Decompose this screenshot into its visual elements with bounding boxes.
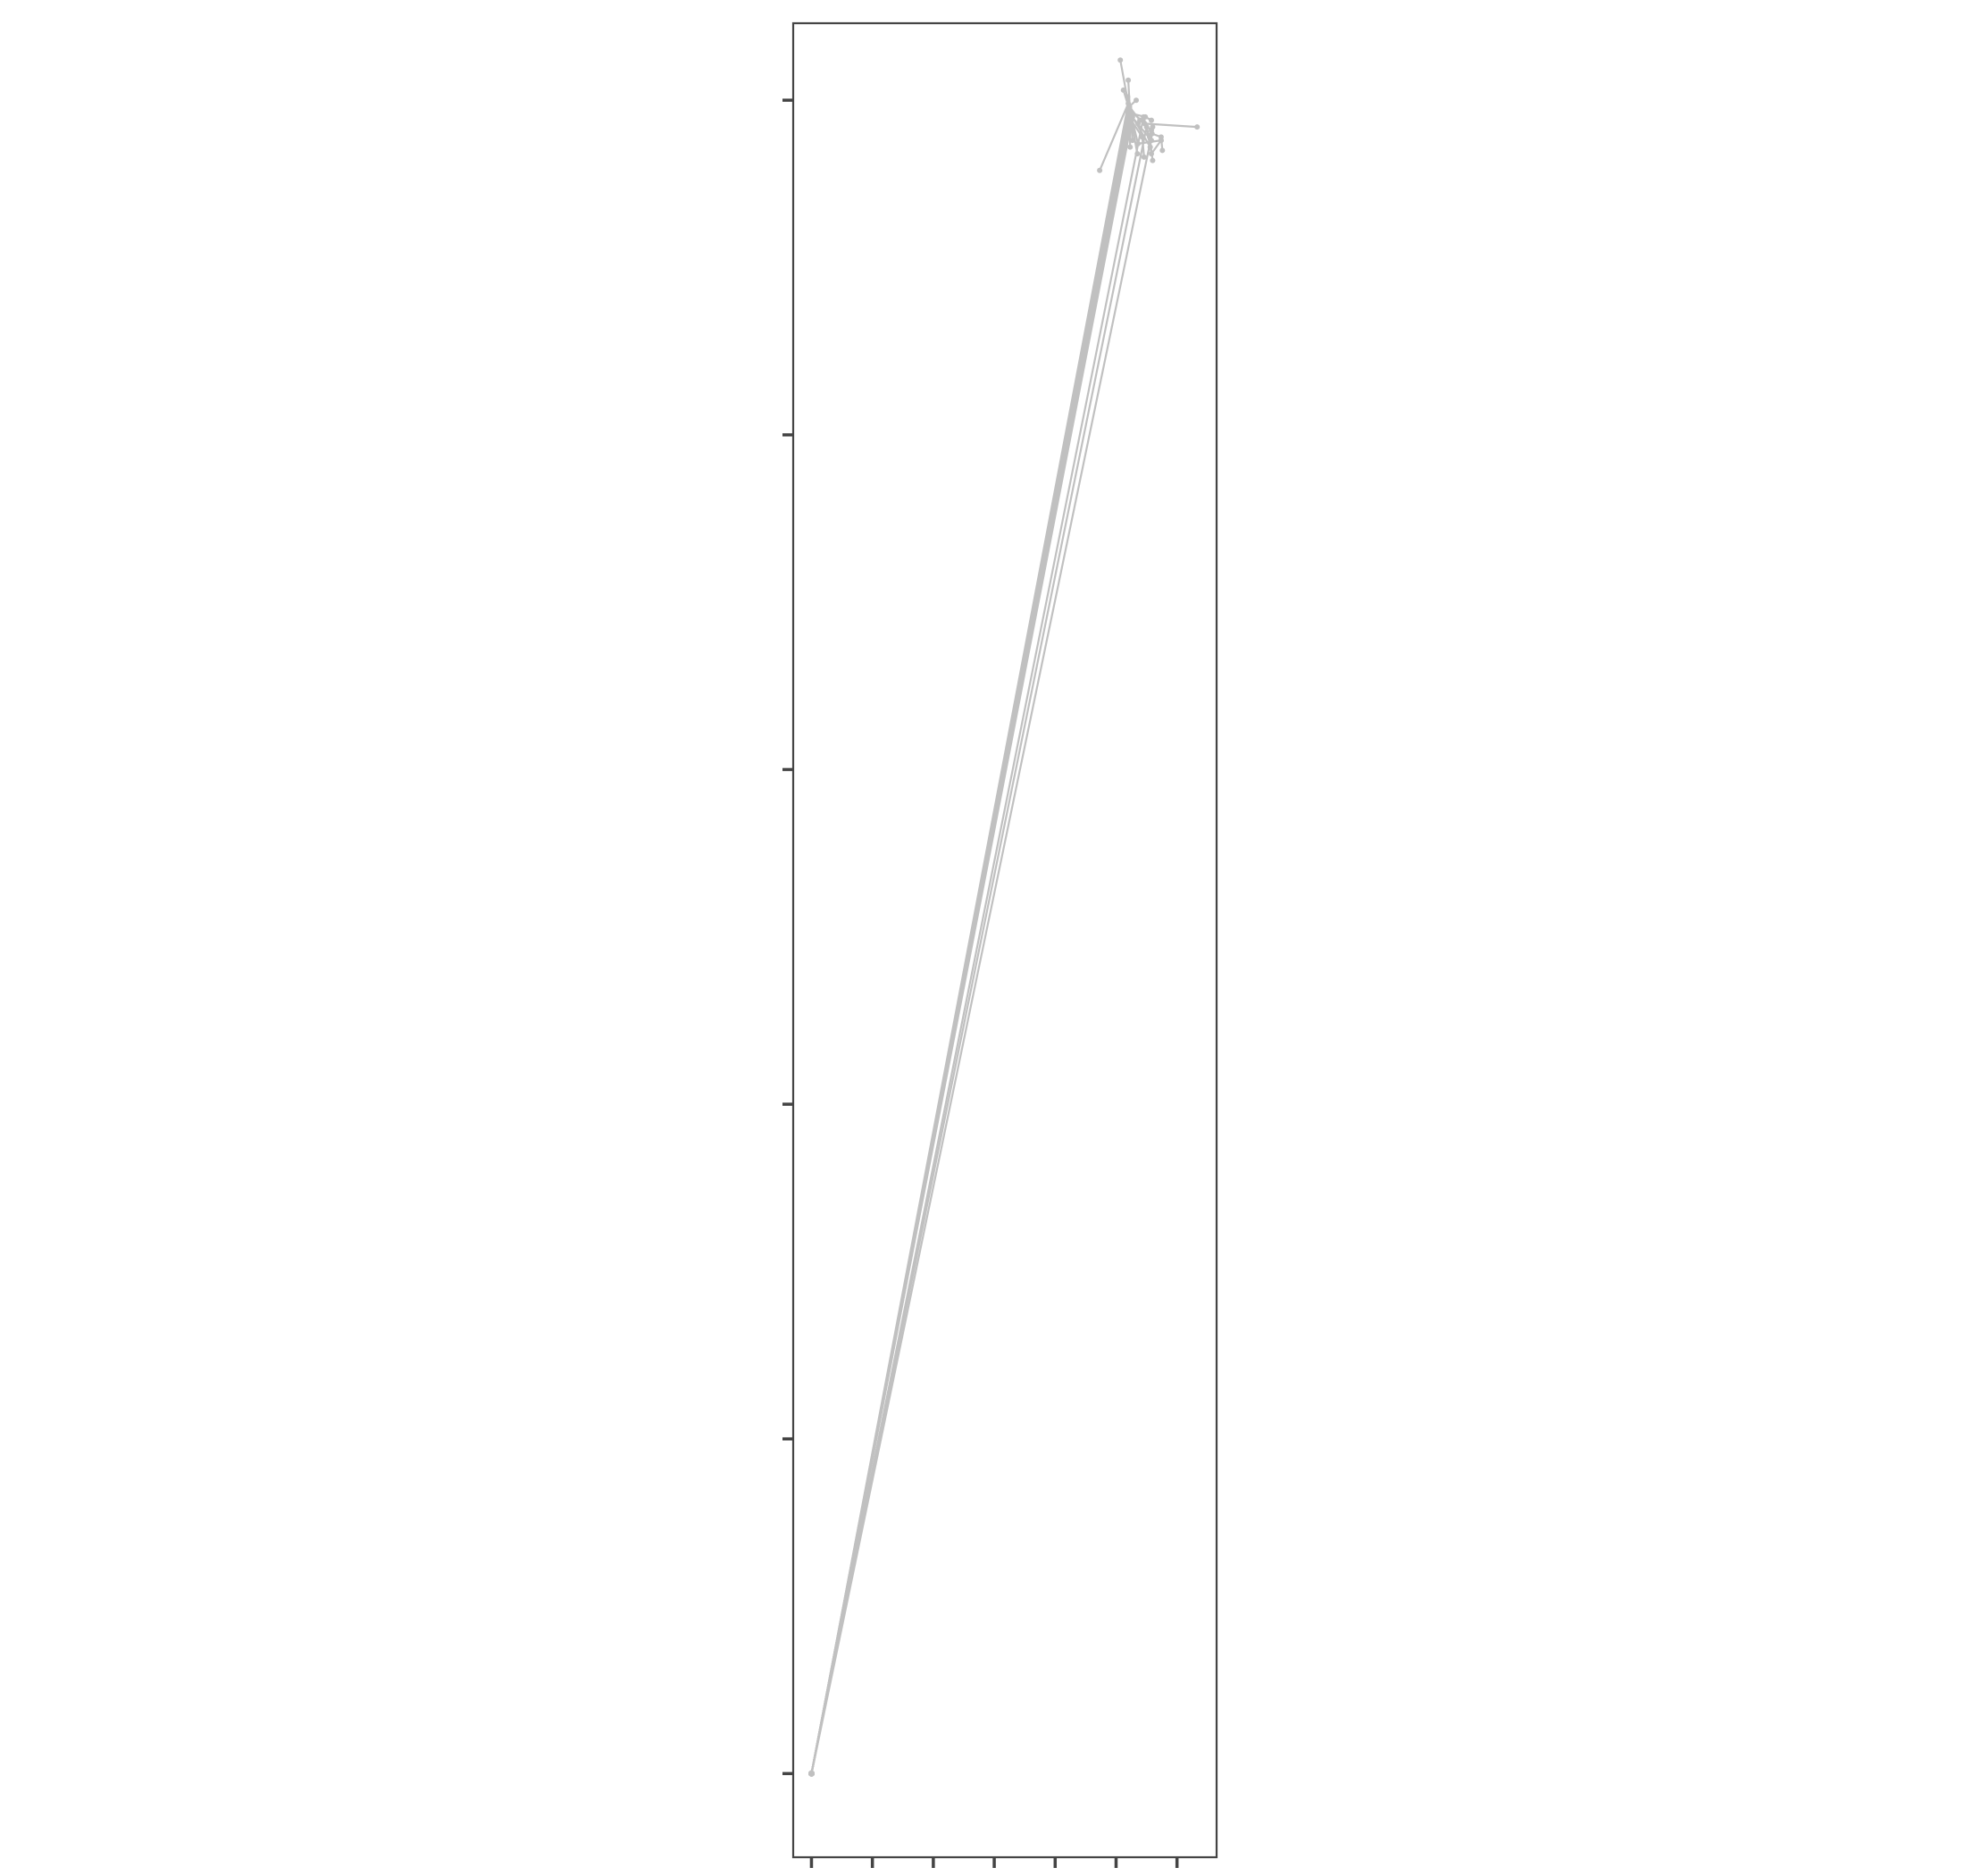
series-17-point-1 (1141, 113, 1147, 120)
series-16 (808, 130, 1166, 1777)
series-6-point-2 (1097, 167, 1103, 173)
series-19-point-1 (1129, 113, 1135, 120)
traces-layer (808, 57, 1201, 1777)
series-line-8 (810, 109, 1199, 1775)
series-8 (808, 107, 1201, 1777)
series-14-point-2 (1129, 138, 1135, 144)
series-12-point-2 (1117, 57, 1124, 63)
ticks-layer (782, 98, 1179, 1868)
series-13-point-3 (1150, 124, 1156, 130)
series-17-point-3 (1150, 157, 1156, 163)
series-19-point-0 (808, 1770, 815, 1777)
plot-frame (791, 21, 1218, 1859)
series-1-point-2 (1125, 77, 1132, 83)
series-line-12 (810, 59, 1131, 1775)
series-12 (808, 57, 1133, 1777)
series-11-point-3 (1141, 154, 1147, 160)
series-10-point-2 (1134, 97, 1139, 104)
series-line-15 (810, 126, 1163, 1775)
series-16-point-3 (1159, 147, 1166, 154)
series-18-point-2 (1135, 140, 1141, 147)
series-line-17 (810, 115, 1154, 1775)
series-8-point-3 (1194, 124, 1201, 130)
series-19 (808, 113, 1154, 1777)
series-7-point-3 (1149, 117, 1154, 123)
series-0-point-2 (1127, 144, 1134, 150)
series-18-point-3 (1158, 138, 1164, 144)
series-line-16 (810, 132, 1164, 1775)
series-19-point-2 (1149, 138, 1154, 144)
